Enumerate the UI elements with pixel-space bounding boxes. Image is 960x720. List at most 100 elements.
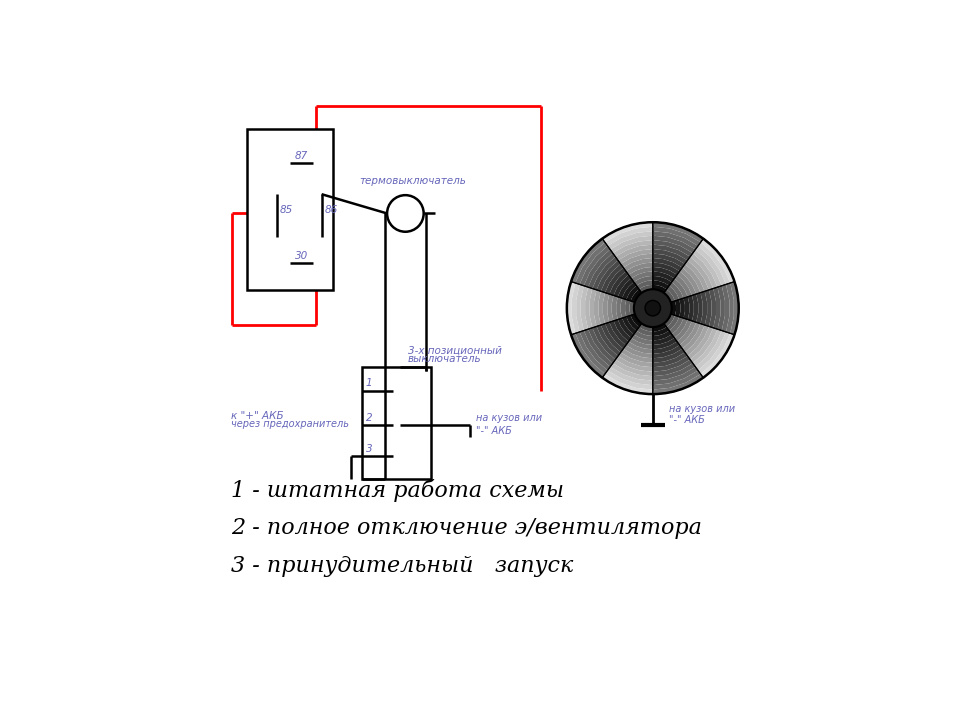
- Polygon shape: [701, 333, 734, 378]
- Polygon shape: [680, 323, 701, 348]
- Polygon shape: [709, 289, 716, 328]
- Text: на кузов или: на кузов или: [476, 413, 541, 423]
- Text: 85: 85: [280, 204, 293, 215]
- Polygon shape: [677, 321, 696, 345]
- Polygon shape: [653, 276, 672, 286]
- Polygon shape: [613, 320, 631, 341]
- Polygon shape: [575, 332, 608, 374]
- Polygon shape: [629, 338, 653, 349]
- Polygon shape: [618, 318, 634, 338]
- Polygon shape: [612, 240, 653, 257]
- Text: выключатель: выключатель: [408, 354, 481, 364]
- Text: 3 - принудительный   запуск: 3 - принудительный запуск: [231, 555, 574, 577]
- Polygon shape: [653, 245, 690, 261]
- Polygon shape: [674, 320, 692, 341]
- Polygon shape: [584, 329, 612, 366]
- Polygon shape: [621, 348, 653, 363]
- Polygon shape: [696, 292, 703, 324]
- Polygon shape: [631, 271, 653, 282]
- Polygon shape: [683, 264, 705, 292]
- Polygon shape: [580, 246, 611, 286]
- Polygon shape: [585, 287, 592, 329]
- Polygon shape: [605, 323, 626, 348]
- Text: термовыключатель: термовыключатель: [360, 176, 467, 186]
- Polygon shape: [653, 371, 701, 390]
- Polygon shape: [653, 240, 693, 257]
- Polygon shape: [653, 285, 666, 293]
- Text: 3-х позиционный: 3-х позиционный: [408, 346, 502, 356]
- Text: к "+" АКБ: к "+" АКБ: [231, 411, 284, 421]
- Polygon shape: [612, 359, 653, 377]
- Text: 86: 86: [324, 204, 338, 215]
- Polygon shape: [690, 253, 717, 289]
- Polygon shape: [616, 297, 622, 320]
- Polygon shape: [675, 300, 681, 317]
- Polygon shape: [592, 257, 618, 290]
- Polygon shape: [683, 324, 705, 352]
- Polygon shape: [613, 275, 631, 297]
- Polygon shape: [610, 321, 629, 345]
- Polygon shape: [581, 286, 588, 330]
- Polygon shape: [653, 280, 669, 289]
- Polygon shape: [636, 280, 653, 289]
- Polygon shape: [669, 282, 684, 300]
- Text: через предохранитель: через предохранитель: [231, 419, 349, 429]
- Polygon shape: [687, 257, 713, 290]
- Text: "-" АКБ: "-" АКБ: [476, 426, 512, 436]
- Polygon shape: [653, 334, 674, 345]
- Bar: [247, 129, 333, 290]
- Polygon shape: [623, 345, 653, 359]
- Polygon shape: [684, 325, 709, 356]
- Polygon shape: [626, 341, 653, 354]
- Polygon shape: [731, 282, 738, 335]
- Polygon shape: [612, 295, 618, 321]
- Polygon shape: [594, 290, 601, 326]
- Text: 3: 3: [366, 444, 372, 454]
- Polygon shape: [669, 317, 684, 334]
- Polygon shape: [717, 286, 725, 330]
- Polygon shape: [680, 268, 701, 294]
- Polygon shape: [684, 261, 709, 292]
- Polygon shape: [653, 222, 704, 242]
- Circle shape: [387, 195, 423, 232]
- Polygon shape: [698, 332, 731, 374]
- Polygon shape: [666, 286, 680, 301]
- Polygon shape: [664, 314, 675, 327]
- Polygon shape: [630, 301, 635, 315]
- Polygon shape: [713, 287, 720, 329]
- Polygon shape: [618, 352, 653, 367]
- Polygon shape: [653, 352, 687, 367]
- Polygon shape: [680, 298, 684, 318]
- Polygon shape: [687, 326, 713, 359]
- Polygon shape: [567, 282, 575, 335]
- Polygon shape: [598, 292, 605, 325]
- Polygon shape: [622, 317, 636, 334]
- Polygon shape: [625, 300, 631, 317]
- Polygon shape: [596, 261, 621, 292]
- Polygon shape: [653, 345, 683, 359]
- Polygon shape: [636, 327, 653, 336]
- Polygon shape: [571, 333, 605, 378]
- Polygon shape: [690, 328, 717, 363]
- Polygon shape: [674, 275, 692, 297]
- Polygon shape: [653, 235, 695, 253]
- Circle shape: [645, 300, 660, 316]
- Polygon shape: [653, 263, 680, 275]
- Polygon shape: [615, 356, 653, 372]
- Polygon shape: [695, 246, 726, 286]
- Polygon shape: [634, 330, 653, 341]
- Polygon shape: [653, 348, 684, 363]
- Polygon shape: [693, 329, 722, 366]
- Bar: [362, 367, 431, 479]
- Polygon shape: [626, 263, 653, 275]
- Polygon shape: [653, 249, 687, 264]
- Polygon shape: [571, 238, 605, 283]
- Polygon shape: [631, 334, 653, 345]
- Polygon shape: [605, 227, 653, 246]
- Text: 1 - штатная работа схемы: 1 - штатная работа схемы: [231, 479, 564, 502]
- Polygon shape: [653, 323, 666, 331]
- Text: 2 - полное отключение э/вентилятора: 2 - полное отключение э/вентилятора: [231, 518, 703, 539]
- Polygon shape: [653, 330, 672, 341]
- Polygon shape: [653, 227, 701, 246]
- Text: "-" АКБ: "-" АКБ: [669, 415, 706, 425]
